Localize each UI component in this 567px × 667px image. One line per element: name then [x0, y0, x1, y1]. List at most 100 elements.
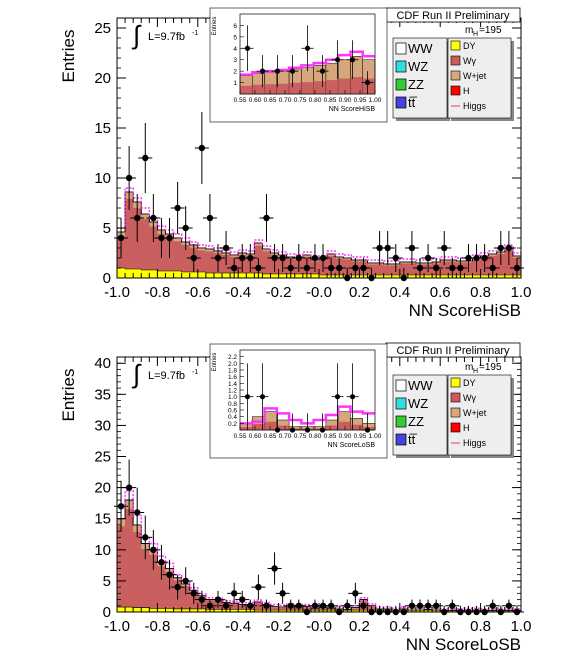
inset-x-tick-label: 0.55 [234, 433, 247, 440]
data-point-marker [416, 602, 424, 609]
inset-y-tick-label: 0.6 [228, 408, 237, 415]
legend-label: H [463, 86, 470, 96]
lumi-label: L=9.7fb [148, 370, 185, 382]
legend-swatch [450, 40, 461, 51]
data-point-marker [239, 596, 246, 603]
wjet-bin [343, 258, 352, 260]
inset-x-tick-label: 0.80 [309, 97, 322, 104]
data-point [235, 244, 250, 272]
inset-y-tick-label: 5 [233, 34, 237, 41]
legend: WW WZ ZZ tt̅ DY Wγ W+jet H Higgs [392, 37, 514, 121]
inset-wgamma-bin [252, 84, 265, 94]
wjet-bin [262, 249, 271, 252]
data-point-marker [125, 484, 133, 491]
data-point [485, 599, 500, 612]
mass-label-value: =195 [479, 25, 502, 36]
data-point-marker [182, 577, 189, 585]
data-point-marker [295, 254, 302, 262]
inset-data-marker [334, 394, 341, 400]
inset-y-tick-label: 3 [233, 57, 237, 64]
inset-x-tick-label: 0.70 [279, 97, 292, 104]
data-point-marker [287, 602, 294, 609]
inset-data-point [271, 55, 284, 88]
data-point-marker [481, 254, 488, 262]
legend-label: DY [463, 41, 476, 51]
inset-wgamma-bin [301, 82, 314, 94]
inset-x-tick-label: 0.85 [324, 433, 337, 440]
data-point [404, 231, 419, 265]
data-point [259, 599, 274, 612]
data-point-marker [360, 264, 367, 272]
inset-data-point [346, 363, 359, 430]
data-point-marker [206, 214, 214, 222]
y-tick-label: 15 [94, 120, 111, 137]
inset-x-title: NN ScoreLoSB [328, 442, 376, 449]
data-point [130, 487, 145, 538]
data-point [429, 599, 444, 612]
data-point [509, 258, 524, 278]
data-point-marker [513, 264, 521, 272]
inset-data-point [256, 55, 269, 88]
legend-label: ZZ [408, 414, 424, 429]
data-point-marker [432, 602, 440, 609]
wjet-bin [173, 238, 182, 242]
legend-swatch [395, 42, 407, 55]
data-point-marker [158, 234, 165, 242]
data-point [356, 599, 371, 612]
chart-title: CDF Run II Preliminary [396, 345, 510, 357]
data-point-marker [150, 214, 157, 222]
integral-symbol: ∫ [131, 20, 142, 50]
data-point [453, 258, 468, 278]
data-point-marker [319, 254, 327, 262]
y-tick-label: 25 [94, 20, 111, 37]
data-point-marker [352, 590, 359, 597]
x-tick-label: 0.4 [389, 284, 410, 301]
data-point-marker [247, 602, 254, 609]
data-point-marker [125, 174, 133, 182]
data-point-marker [441, 244, 448, 252]
inset-y-tick-label: 2.0 [228, 361, 237, 368]
inset-wgamma-bin [313, 81, 326, 94]
data-point [202, 599, 217, 612]
legend-swatch [395, 397, 407, 410]
data-point [178, 206, 193, 250]
inset-y-title: Entries [212, 17, 218, 36]
x-tick-label: -1.0 [104, 284, 130, 301]
x-tick-label: 0.2 [349, 618, 370, 635]
inset-wgamma-bin [289, 82, 302, 94]
data-point [485, 258, 500, 278]
inset-wgamma-bin [276, 425, 290, 430]
data-point [421, 244, 436, 272]
inset-data-point [316, 55, 329, 88]
y-tick-label: 30 [94, 417, 111, 434]
data-point-marker [392, 254, 399, 262]
inset-data-marker [334, 57, 341, 63]
x-tick-label: -0.4 [225, 284, 251, 301]
data-point [194, 112, 209, 184]
x-tick-label: -0.4 [225, 618, 251, 635]
data-point [219, 231, 234, 265]
inset-data-marker [259, 68, 266, 74]
data-point-marker [295, 602, 302, 609]
inset-x-tick-label: 0.75 [294, 433, 307, 440]
legend-label: H [463, 423, 470, 433]
data-point [283, 258, 298, 278]
data-point [146, 194, 161, 242]
legend-label: tt̅ [408, 95, 417, 110]
data-point [178, 567, 193, 595]
x-tick-label: 0.6 [430, 284, 451, 301]
data-point-marker [271, 565, 278, 572]
data-point-marker [247, 254, 254, 262]
data-point-marker [263, 214, 270, 222]
inset-y-tick-label: 4 [233, 46, 237, 53]
inset-y-tick-label: 1.8 [228, 368, 237, 375]
data-point-marker [489, 264, 496, 272]
inset-x-tick-label: 0.75 [294, 97, 307, 104]
wjet-bin [230, 255, 239, 257]
mass-label-sub: H [473, 368, 478, 375]
data-point-marker [198, 144, 206, 152]
mass-label-m: m [465, 25, 473, 36]
data-point [413, 258, 427, 278]
inset-data-point [361, 71, 374, 94]
inset-wgamma-bin [325, 80, 339, 94]
